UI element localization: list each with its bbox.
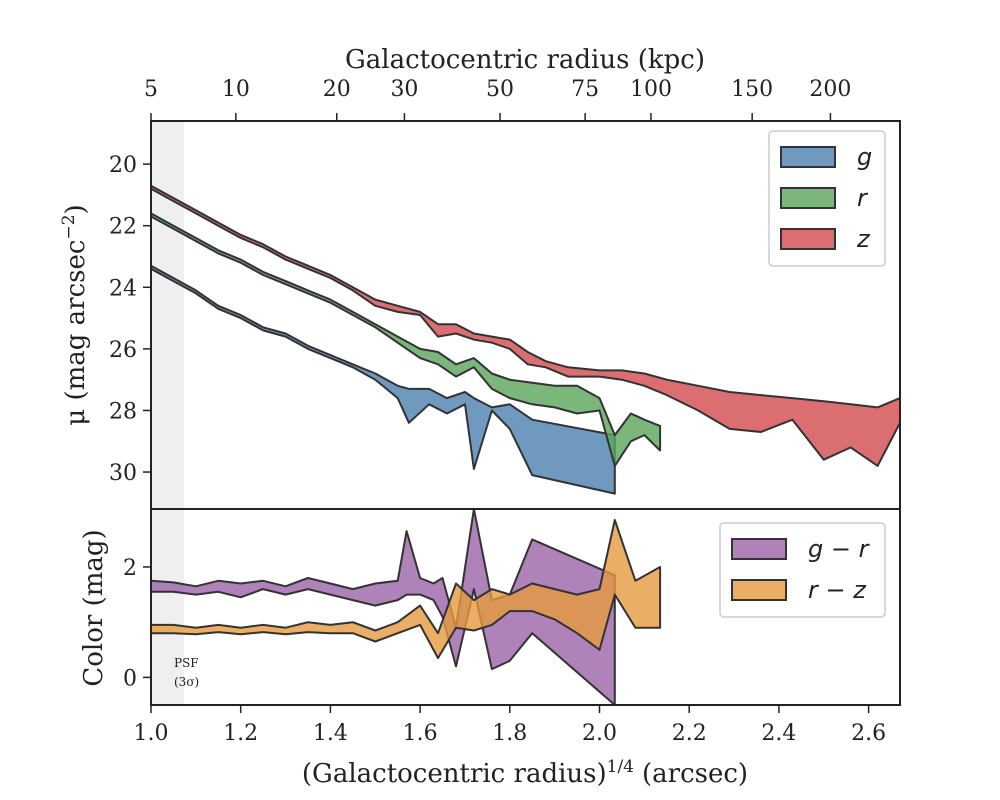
x-tick-label: 2.2 bbox=[672, 721, 707, 746]
color-panel: 0 2 1.0 1.2 1.4 1.6 1.8 2.0 2.2 2.4 2.6 bbox=[123, 508, 901, 746]
legend-swatch-g-minus-r bbox=[731, 538, 787, 560]
x-tick-label: 2.6 bbox=[851, 721, 886, 746]
psf-label-line1: PSF bbox=[174, 656, 199, 670]
top-tick-label: 5 bbox=[144, 77, 158, 102]
top-tick-label: 75 bbox=[571, 77, 599, 102]
x-tick-label: 1.4 bbox=[313, 721, 348, 746]
top-tick-label: 50 bbox=[486, 77, 514, 102]
x-axis-title: (Galactocentric radius)1/4 (arcsec) bbox=[302, 757, 748, 789]
band-g bbox=[151, 264, 616, 495]
legend-label-g: g bbox=[857, 143, 872, 171]
legend-label-r: r bbox=[857, 184, 869, 212]
legend-label-z: z bbox=[856, 225, 871, 253]
psf-label-line2: (3σ) bbox=[174, 675, 199, 689]
y-tick-label-bottom: 0 bbox=[123, 666, 137, 691]
surface-brightness-panel: 20 22 24 26 28 30 5 10 20 30 50 75 100 150 200 bbox=[109, 77, 901, 510]
x-axis-title-main: (Galactocentric radius) bbox=[302, 759, 607, 789]
band-r-minus-z bbox=[151, 519, 662, 660]
top-tick-label: 150 bbox=[731, 77, 773, 102]
legend-swatch-r-minus-z bbox=[731, 579, 787, 601]
y-tick-label-top: 24 bbox=[109, 276, 137, 301]
legend-swatch-g bbox=[780, 146, 836, 168]
legend-swatch-z bbox=[780, 228, 836, 250]
x-axis-title-unit: (arcsec) bbox=[642, 759, 748, 789]
band-z bbox=[151, 184, 900, 467]
x-tick-label: 1.6 bbox=[403, 721, 438, 746]
x-tick-label: 2.4 bbox=[761, 721, 796, 746]
psf-shade-bottom bbox=[151, 509, 184, 705]
legend-top: grz bbox=[768, 130, 886, 267]
y-tick-label-top: 28 bbox=[109, 399, 137, 424]
y-axis-title-bottom: Color (mag) bbox=[79, 529, 109, 686]
y-tick-label-bottom: 2 bbox=[123, 556, 137, 581]
x-tick-label: 2.0 bbox=[582, 721, 617, 746]
y-tick-label-top: 30 bbox=[109, 461, 137, 486]
y-tick-label-top: 20 bbox=[109, 153, 137, 178]
top-tick-label: 10 bbox=[222, 77, 250, 102]
bottom-panel-frame bbox=[150, 508, 901, 706]
band-g-minus-r bbox=[151, 509, 616, 705]
y-axis-title-main: μ (mag arcsec bbox=[61, 240, 91, 426]
legend-label-g-minus-r: g − r bbox=[808, 535, 871, 563]
band-r bbox=[151, 212, 662, 467]
y-axis-title-end: ) bbox=[61, 204, 91, 214]
legend-swatch-r bbox=[780, 187, 836, 209]
y-tick-label-top: 26 bbox=[109, 338, 137, 363]
y-axis-title-top: μ (mag arcsec−2) bbox=[59, 204, 91, 425]
top-tick-label: 200 bbox=[809, 77, 851, 102]
y-axis-title-sup: −2 bbox=[59, 214, 79, 239]
top-tick-label: 30 bbox=[390, 77, 418, 102]
top-tick-label: 100 bbox=[630, 77, 672, 102]
psf-shade-top bbox=[151, 121, 184, 509]
legend-bottom: g − r r − z bbox=[719, 522, 886, 618]
x-axis-title-sup: 1/4 bbox=[607, 757, 634, 777]
x-tick-label: 1.2 bbox=[223, 721, 258, 746]
x-tick-label: 1.0 bbox=[134, 721, 169, 746]
y-tick-label-top: 22 bbox=[109, 215, 137, 240]
legend-label-r-minus-z: r − z bbox=[808, 576, 867, 604]
top-tick-label: 20 bbox=[323, 77, 351, 102]
top-axis-title: Galactocentric radius (kpc) bbox=[345, 45, 705, 75]
x-tick-label: 1.8 bbox=[492, 721, 527, 746]
